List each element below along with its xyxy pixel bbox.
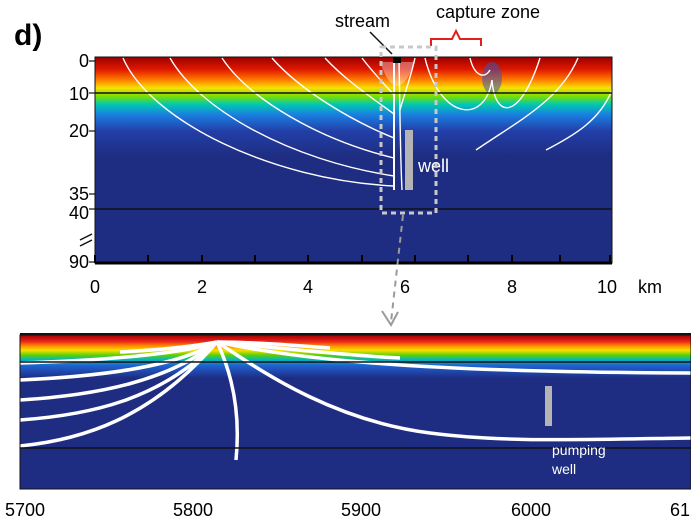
depth-tick-10: 10 [69,84,89,104]
zoom-arrow-line [390,214,404,323]
streamline [221,57,395,159]
x-tick-6: 6 [400,277,410,297]
stream-depression [380,62,415,86]
streamline [216,340,691,442]
pumping-well-label-2: well [551,461,576,477]
pumping-well-label-1: pumping [552,442,606,458]
top-x-ticks [94,255,611,263]
streamline [399,57,416,111]
streamline [169,57,395,177]
x-unit-label: km [638,277,662,297]
depth-tick-20: 20 [69,121,89,141]
pumping-well-screen [545,386,552,426]
top-x-labels: 0 2 4 6 8 10 [90,277,617,297]
streamline [215,341,239,461]
streamline [545,89,612,151]
x-tick-8: 8 [507,277,517,297]
bottom-frame [19,334,691,490]
top-field [95,57,612,263]
capture-zone-label: capture zone [436,2,540,22]
streamline [324,57,395,115]
bottom-x-tick-5800: 5800 [173,500,213,520]
stream-label: stream [335,11,390,31]
streamline [20,340,219,448]
zoom-arrow-head-icon [381,310,399,327]
top-cross-section [95,57,612,263]
capture-depression [482,62,502,94]
streamline [398,61,403,191]
top-streamlines [122,57,612,191]
bottom-x-tick-5900: 5900 [341,500,381,520]
streamline [122,57,395,187]
zoom-box [379,45,438,215]
x-tick-0: 0 [90,277,100,297]
depth-tick-40: 40 [69,203,89,223]
bottom-x-labels: 5700 5800 5900 6000 [5,500,551,520]
depth-labels: 0 10 20 35 40 90 [69,51,89,272]
streamline [20,340,218,382]
streamline [216,340,331,350]
capture-zone-bracket [430,28,482,46]
streamline [271,57,395,139]
streamline [424,57,541,111]
streamline [20,340,219,402]
well-label: well [417,156,449,176]
bottom-cross-section [20,335,691,489]
x-tick-10: 10 [597,277,617,297]
stream-pointer [369,31,393,55]
panel-label: d) [14,19,42,52]
streamline [469,57,491,76]
bottom-x-tick-61: 61 [670,500,690,520]
x-tick-4: 4 [303,277,313,297]
stream-marker [393,57,401,63]
axis-break-icon [79,233,93,247]
top-y-ticks [89,60,95,263]
bottom-x-tick-6000: 6000 [511,500,551,520]
x-tick-2: 2 [197,277,207,297]
depth-tick-90: 90 [69,252,89,272]
streamline [119,340,218,354]
depth-tick-0: 0 [79,51,89,71]
bottom-x-tick-5700: 5700 [5,500,45,520]
depth-tick-35: 35 [69,184,89,204]
streamline [475,57,579,151]
well-screen [405,130,413,190]
